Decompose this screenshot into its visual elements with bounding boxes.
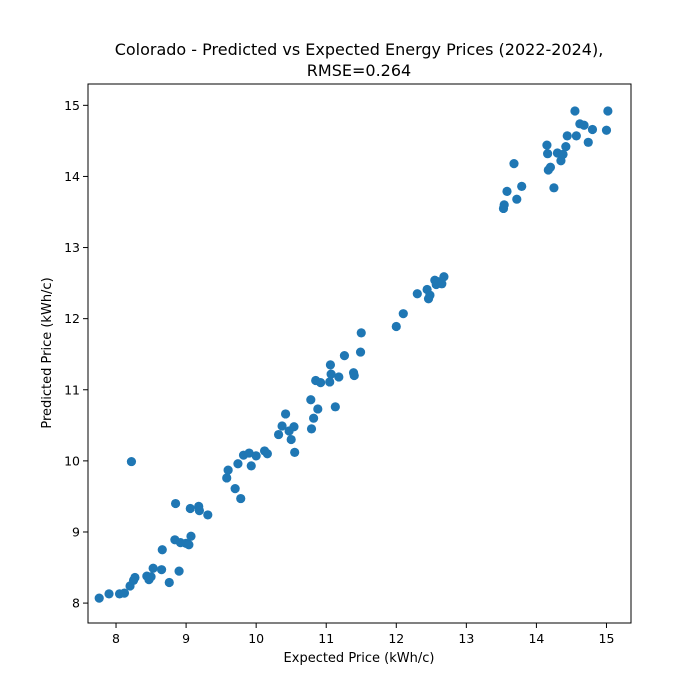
scatter-point: [222, 473, 232, 483]
scatter-point: [601, 125, 612, 135]
y-tick-label: 12: [64, 311, 80, 326]
y-axis-label: Predicted Price (kWh/c): [40, 277, 55, 428]
scatter-point: [570, 106, 580, 116]
scatter-point: [517, 181, 527, 191]
scatter-point: [306, 424, 317, 434]
scatter-point: [499, 200, 509, 210]
scatter-point: [170, 498, 181, 509]
y-tick-label: 10: [64, 453, 80, 468]
scatter-point: [244, 448, 254, 458]
scatter-point: [174, 566, 184, 576]
scatter-point: [339, 351, 350, 361]
scatter-point: [290, 447, 300, 457]
scatter-point: [334, 372, 344, 382]
x-tick-label: 14: [528, 631, 544, 646]
scatter-point: [148, 563, 158, 573]
scatter-point: [223, 465, 233, 475]
scatter-point: [439, 272, 449, 282]
y-tick-label: 8: [72, 596, 80, 611]
scatter-point: [437, 279, 447, 289]
scatter-point: [130, 572, 140, 583]
scatter-point: [126, 456, 137, 467]
scatter-point: [326, 369, 336, 379]
scatter-point: [203, 510, 213, 520]
points-layer: [94, 106, 613, 603]
scatter-point: [273, 429, 284, 440]
scatter-point: [186, 531, 196, 541]
x-tick-label: 13: [458, 631, 474, 646]
x-tick-label: 8: [112, 631, 120, 646]
chart-title-line1: Colorado - Predicted vs Expected Energy …: [115, 40, 604, 59]
scatter-point: [571, 131, 581, 141]
scatter-point: [94, 593, 104, 603]
scatter-point: [583, 137, 593, 147]
scatter-point: [316, 378, 326, 388]
x-tick-label: 10: [248, 631, 264, 646]
scatter-point: [587, 124, 598, 135]
scatter-point: [562, 131, 572, 141]
scatter-point: [509, 159, 519, 169]
scatter-point: [325, 377, 335, 387]
scatter-point: [330, 402, 340, 412]
y-ticks: 8 9 10 11 12 13 14 15: [64, 98, 88, 611]
scatter-point: [355, 347, 366, 357]
x-tick-label: 9: [182, 631, 190, 646]
scatter-point: [306, 395, 316, 405]
scatter-point: [185, 503, 195, 514]
scatter-point: [286, 434, 296, 445]
y-tick-label: 13: [64, 240, 80, 255]
scatter-point: [398, 309, 408, 319]
scatter-point: [146, 572, 156, 582]
scatter-point: [233, 459, 243, 469]
scatter-point: [309, 413, 319, 423]
scatter-point: [412, 289, 422, 299]
y-tick-label: 14: [64, 169, 80, 184]
scatter-point: [184, 540, 194, 550]
y-tick-label: 9: [72, 524, 80, 539]
scatter-point: [356, 328, 366, 338]
scatter-point: [349, 370, 359, 381]
x-axis-label: Expected Price (kWh/c): [284, 651, 435, 666]
scatter-point: [558, 149, 568, 159]
scatter-point: [194, 506, 204, 516]
scatter-point: [542, 140, 552, 150]
x-tick-label: 15: [599, 631, 615, 646]
scatter-point: [289, 422, 299, 432]
scatter-point: [603, 106, 613, 116]
scatter-point: [512, 194, 522, 204]
scatter-point: [251, 451, 261, 461]
x-tick-label: 11: [318, 631, 334, 646]
scatter-point: [543, 149, 553, 159]
scatter-point: [502, 186, 512, 196]
x-ticks: 8 9 10 11 12 13 14 15: [112, 623, 614, 646]
scatter-point: [164, 577, 174, 588]
scatter-point: [325, 360, 336, 370]
scatter-point: [561, 141, 571, 152]
scatter-point: [119, 588, 130, 598]
scatter-point: [545, 162, 556, 172]
scatter-point: [313, 404, 323, 414]
scatter-point: [104, 589, 114, 599]
scatter-point: [425, 290, 435, 300]
y-tick-label: 11: [64, 382, 80, 397]
scatter-point: [156, 565, 167, 575]
scatter-point: [280, 409, 291, 419]
chart-title-line2: RMSE=0.264: [307, 61, 411, 80]
scatter-point: [549, 183, 559, 193]
scatter-point: [246, 461, 256, 471]
y-tick-label: 15: [64, 98, 80, 113]
x-tick-label: 12: [388, 631, 404, 646]
scatter-point: [236, 493, 246, 504]
scatter-point: [157, 545, 167, 555]
scatter-point: [579, 120, 589, 130]
scatter-point: [391, 321, 401, 332]
plot-frame: [87, 83, 632, 624]
scatter-point: [277, 421, 287, 431]
scatter-point: [262, 449, 272, 459]
scatter-point: [230, 484, 240, 494]
